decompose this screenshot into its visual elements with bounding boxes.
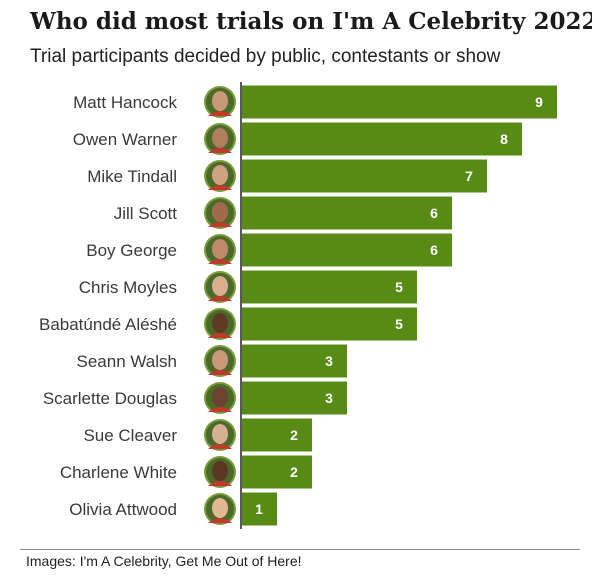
- bar: [242, 344, 347, 378]
- contestant-avatar-icon: [204, 160, 236, 192]
- category-label: Scarlette Douglas: [43, 389, 177, 408]
- value-label: 5: [395, 279, 403, 295]
- footer-divider: [20, 549, 580, 550]
- category-label: Seann Walsh: [77, 352, 177, 371]
- value-label: 6: [430, 205, 438, 221]
- contestant-avatar-icon: [204, 123, 236, 155]
- contestant-avatar-icon: [204, 456, 236, 488]
- category-label: Babatúndé Aléshé: [39, 315, 177, 334]
- value-label: 6: [430, 242, 438, 258]
- bar: [242, 159, 487, 193]
- bar: [242, 307, 417, 341]
- category-label: Olivia Attwood: [69, 500, 177, 519]
- category-label: Owen Warner: [73, 130, 178, 149]
- value-label: 2: [290, 427, 298, 443]
- value-label: 3: [325, 390, 333, 406]
- bar: [242, 85, 557, 119]
- bar: [242, 455, 312, 489]
- contestant-avatar-icon: [204, 308, 236, 340]
- contestant-avatar-icon: [204, 86, 236, 118]
- value-label: 5: [395, 316, 403, 332]
- bar: [242, 122, 522, 156]
- category-label: Matt Hancock: [73, 93, 177, 112]
- category-label: Sue Cleaver: [83, 426, 177, 445]
- value-label: 9: [535, 94, 543, 110]
- bar: [242, 196, 452, 230]
- contestant-avatar-icon: [204, 493, 236, 525]
- bar: [242, 492, 277, 526]
- category-label: Boy George: [86, 241, 177, 260]
- contestant-avatar-icon: [204, 271, 236, 303]
- chart-title: Who did most trials on I'm A Celebrity 2…: [30, 8, 592, 35]
- chart-subtitle: Trial participants decided by public, co…: [30, 46, 501, 67]
- contestant-avatar-icon: [204, 345, 236, 377]
- contestant-avatar-icon: [204, 419, 236, 451]
- category-label: Jill Scott: [114, 204, 178, 223]
- category-label: Mike Tindall: [87, 167, 177, 186]
- category-label: Charlene White: [60, 463, 177, 482]
- source-note: Images: I'm A Celebrity, Get Me Out of H…: [26, 553, 302, 569]
- bar: [242, 270, 417, 304]
- value-label: 2: [290, 464, 298, 480]
- contestant-avatar-icon: [204, 382, 236, 414]
- bar: [242, 418, 312, 452]
- contestant-avatar-icon: [204, 234, 236, 266]
- category-label: Chris Moyles: [79, 278, 177, 297]
- value-label: 3: [325, 353, 333, 369]
- value-label: 1: [255, 501, 263, 517]
- bar: [242, 233, 452, 267]
- value-label: 8: [500, 131, 508, 147]
- value-label: 7: [465, 168, 473, 184]
- bar: [242, 381, 347, 415]
- contestant-avatar-icon: [204, 197, 236, 229]
